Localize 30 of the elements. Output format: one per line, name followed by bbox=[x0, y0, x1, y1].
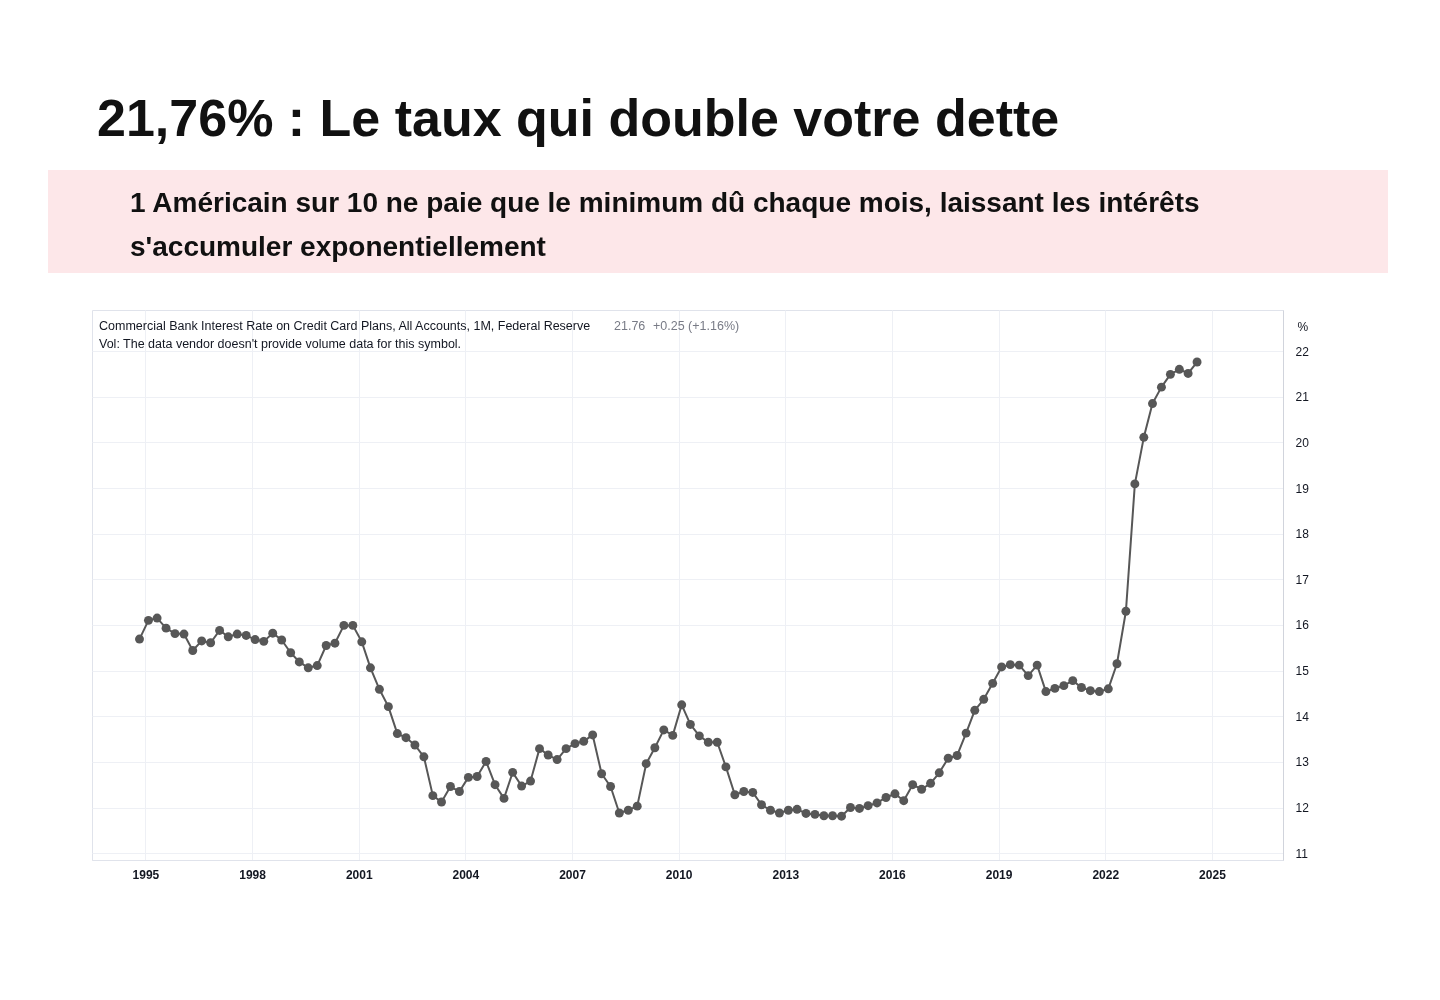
y-tick-label: 12 bbox=[1295, 801, 1310, 816]
annotation: 21.76 bbox=[614, 319, 646, 333]
x-tick-label: 1998 bbox=[239, 867, 267, 882]
y-tick-label: 16 bbox=[1295, 618, 1310, 633]
y-axis-title: % bbox=[1297, 319, 1309, 334]
y-tick-label: 15 bbox=[1295, 664, 1310, 679]
y-tick-label: 13 bbox=[1295, 755, 1310, 770]
x-tick-label: 2016 bbox=[879, 867, 907, 882]
x-tick-label: 2004 bbox=[452, 867, 480, 882]
annotation: Commercial Bank Interest Rate on Credit Card Plans, All Accounts, 1M, Federal Reserve bbox=[99, 319, 591, 333]
x-tick-label: 1995 bbox=[132, 867, 160, 882]
annotation: +0.25 (+1.16%) bbox=[653, 319, 740, 333]
x-tick-label: 2022 bbox=[1092, 867, 1120, 882]
chart-title: 21,76% : Le taux qui double votre dette bbox=[97, 89, 1060, 147]
x-tick-label: 2013 bbox=[772, 867, 800, 882]
y-tick-label: 17 bbox=[1295, 572, 1310, 587]
y-tick-label: 21 bbox=[1295, 390, 1310, 405]
y-tick-label: 22 bbox=[1295, 344, 1310, 359]
annotation: Vol: The data vendor doesn't provide volume data for this symbol. bbox=[99, 337, 462, 351]
x-tick-label: 2007 bbox=[559, 867, 587, 882]
y-tick-label: 14 bbox=[1295, 709, 1310, 724]
y-tick-label: 20 bbox=[1295, 435, 1310, 450]
x-tick-label: 2001 bbox=[345, 867, 373, 882]
y-tick-label: 19 bbox=[1295, 481, 1310, 496]
chart-subtitle: 1 Américain sur 10 ne paie que le minimum dû chaque mois, laissant les intérêts s'accumuler exponentiellement bbox=[130, 187, 1200, 262]
y-tick-label: 18 bbox=[1295, 527, 1310, 542]
x-tick-label: 2010 bbox=[665, 867, 693, 882]
y-tick-label: 11 bbox=[1295, 846, 1309, 861]
x-tick-label: 2019 bbox=[985, 867, 1013, 882]
x-tick-label: 2025 bbox=[1199, 867, 1227, 882]
